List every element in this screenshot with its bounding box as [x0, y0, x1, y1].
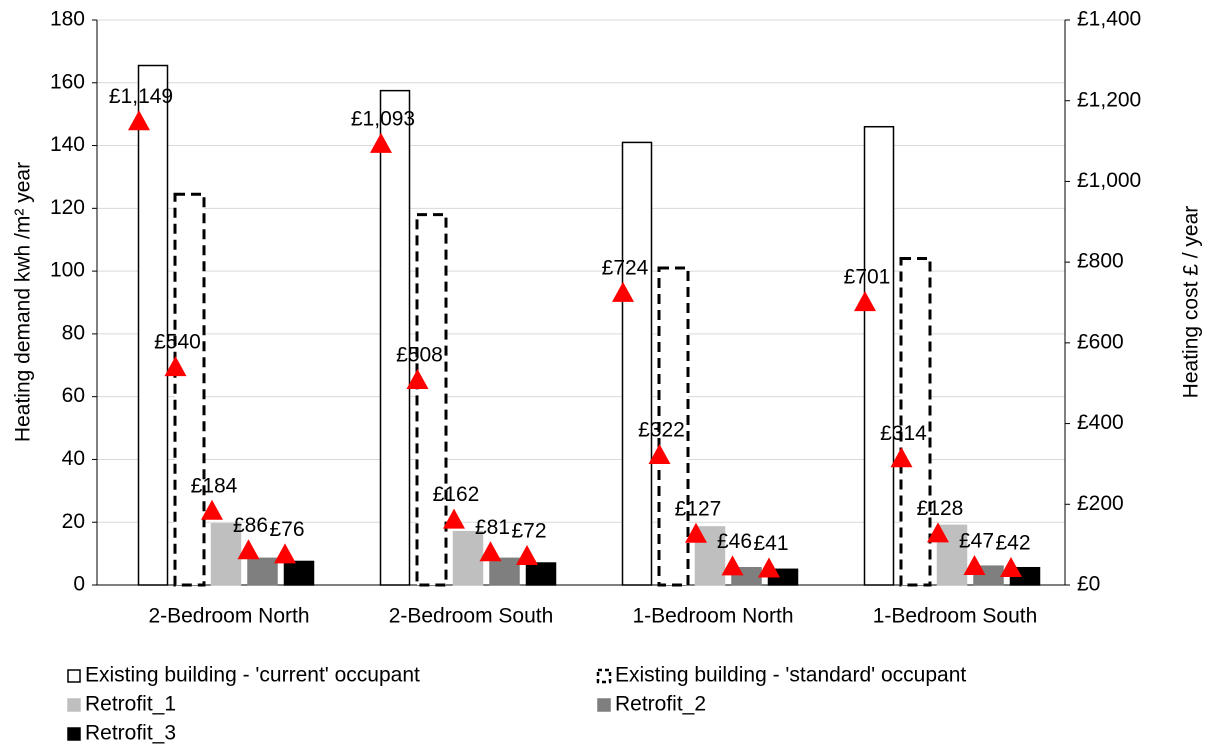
bar — [173, 192, 206, 587]
y-tick-label: 180 — [50, 8, 85, 31]
cost-label: £314 — [880, 422, 927, 445]
y2-tick-label: £1,000 — [1077, 169, 1141, 192]
cost-marker — [854, 291, 876, 312]
x-tick-label: 2-Bedroom South — [389, 605, 554, 628]
cost-marker — [721, 555, 744, 576]
cost-label: £724 — [602, 256, 649, 279]
cost-marker — [370, 132, 392, 153]
cost-marker — [963, 555, 986, 576]
cost-label: £46 — [717, 530, 752, 553]
x-tick-label: 1-Bedroom South — [873, 605, 1038, 628]
cost-label: £81 — [475, 516, 510, 539]
cost-label: £47 — [959, 530, 994, 553]
legend-marker — [597, 698, 611, 712]
cost-marker — [516, 544, 538, 565]
x-tick-label: 1-Bedroom North — [632, 605, 793, 628]
legend-label: Retrofit_3 — [85, 722, 176, 745]
bar — [137, 64, 169, 586]
y-tick-label: 20 — [62, 510, 85, 533]
bar — [621, 141, 653, 586]
legend-marker — [596, 668, 612, 684]
cost-label: £184 — [191, 474, 238, 497]
legend-marker — [67, 669, 81, 683]
cost-label: £162 — [433, 483, 480, 506]
y2-tick-label: £800 — [1077, 250, 1124, 273]
cost-marker — [890, 447, 913, 468]
cost-marker — [201, 499, 223, 520]
x-tick-label: 2-Bedroom North — [148, 605, 309, 628]
cost-marker — [274, 543, 296, 564]
legend-marker — [67, 698, 81, 712]
cost-marker — [443, 508, 465, 529]
bar — [415, 213, 448, 587]
cost-label: £41 — [753, 532, 788, 555]
bar — [247, 557, 278, 586]
bar — [379, 89, 411, 586]
cost-marker — [685, 522, 707, 543]
y-tick-label: 80 — [62, 321, 85, 344]
cost-marker — [479, 541, 502, 562]
cost-label: £76 — [269, 518, 304, 541]
bar — [452, 530, 484, 586]
cost-label: £701 — [844, 266, 891, 289]
y-tick-label: 40 — [62, 447, 85, 470]
y2-tick-label: £600 — [1077, 330, 1124, 353]
y2-tick-label: £200 — [1077, 492, 1124, 515]
cost-marker — [1000, 557, 1022, 578]
bar — [657, 266, 690, 587]
cost-label: £72 — [511, 519, 546, 542]
y-tick-label: 0 — [73, 573, 85, 596]
cost-label: £42 — [995, 532, 1030, 555]
cost-marker — [128, 110, 150, 131]
cost-marker — [612, 281, 634, 302]
cost-label: £508 — [396, 344, 443, 367]
legend-marker — [67, 727, 81, 741]
cost-label: £128 — [917, 497, 964, 520]
bar — [489, 557, 520, 586]
y-tick-label: 160 — [50, 70, 85, 93]
cost-label: £540 — [154, 331, 201, 354]
y-tick-label: 100 — [50, 259, 85, 282]
y2-tick-label: £1,400 — [1077, 8, 1141, 31]
y2-tick-label: £0 — [1077, 573, 1100, 596]
cost-label: £127 — [675, 497, 722, 520]
legend-label: Existing building - 'current' occupant — [85, 664, 420, 687]
cost-marker — [758, 557, 780, 578]
legend-label: Existing building - 'standard' occupant — [615, 664, 966, 687]
legend-label: Retrofit_2 — [615, 693, 706, 716]
cost-marker — [406, 368, 429, 389]
cost-marker — [237, 539, 260, 560]
y2-tick-label: £1,200 — [1077, 88, 1141, 111]
y-tick-label: 140 — [50, 133, 85, 156]
bar — [899, 257, 932, 587]
y-axis-label: Heating demand kwh /m² year — [12, 162, 35, 442]
cost-label: £1,149 — [109, 85, 173, 108]
y2-axis-label: Heating cost £ / year — [1180, 206, 1203, 399]
y-tick-label: 60 — [62, 384, 85, 407]
cost-label: £322 — [638, 419, 685, 442]
cost-label: £86 — [233, 514, 268, 537]
bar — [283, 560, 315, 586]
bar — [863, 125, 895, 586]
bar — [210, 523, 242, 586]
y-tick-label: 120 — [50, 196, 85, 219]
cost-marker — [648, 444, 671, 465]
bar — [525, 562, 557, 586]
y2-tick-label: £400 — [1077, 411, 1124, 434]
legend-label: Retrofit_1 — [85, 693, 176, 716]
cost-marker — [164, 356, 187, 377]
cost-label: £1,093 — [351, 107, 415, 130]
cost-marker — [927, 522, 949, 543]
